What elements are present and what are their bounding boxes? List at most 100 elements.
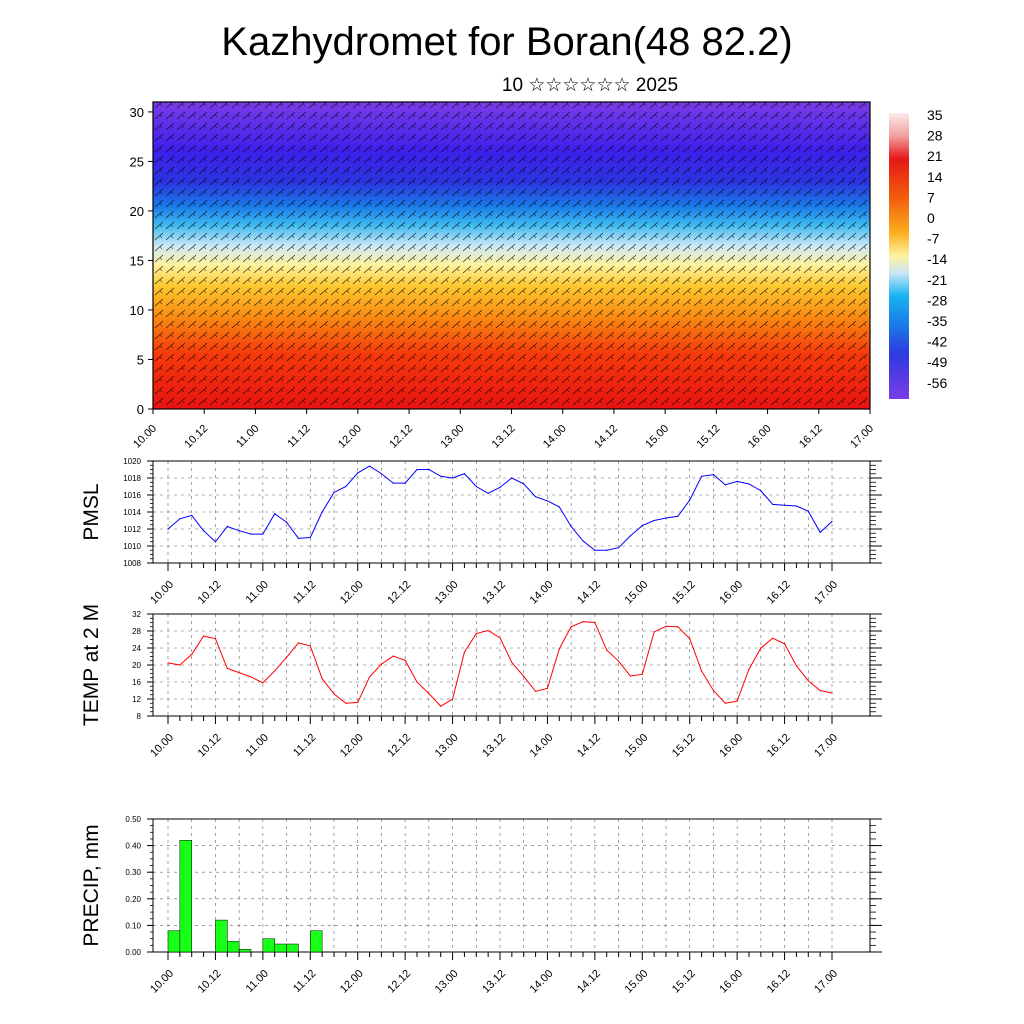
data-point bbox=[570, 626, 572, 628]
x-tick-label: 12.00 bbox=[336, 423, 364, 451]
colorbar-label: 7 bbox=[927, 189, 935, 205]
x-tick-label: 13.12 bbox=[480, 579, 508, 607]
data-point bbox=[582, 540, 584, 542]
data-point bbox=[475, 632, 477, 635]
y-axis-label: TEMP at 2 M bbox=[80, 604, 103, 726]
x-tick-label: 14.00 bbox=[528, 579, 556, 607]
data-point bbox=[297, 642, 300, 644]
x-tick-label: 10.00 bbox=[131, 423, 159, 451]
data-point bbox=[689, 499, 691, 501]
data-point bbox=[451, 698, 454, 700]
data-point bbox=[167, 662, 169, 664]
data-point bbox=[700, 475, 703, 477]
x-tick-label: 13.00 bbox=[433, 732, 461, 760]
precip-bar bbox=[310, 930, 323, 953]
y-tick-label: 8 bbox=[137, 712, 142, 721]
precip-bar bbox=[179, 840, 192, 953]
x-tick-label: 11.00 bbox=[234, 423, 261, 450]
x-tick-label: 13.12 bbox=[490, 423, 518, 451]
colorbar-label: -14 bbox=[927, 251, 947, 267]
x-tick-label: 11.12 bbox=[291, 968, 318, 995]
colorbar-label: -7 bbox=[927, 231, 940, 247]
data-point bbox=[345, 702, 347, 704]
data-point bbox=[689, 638, 691, 640]
x-tick-label: 13.12 bbox=[480, 732, 508, 760]
x-tick-label: 15.00 bbox=[622, 579, 650, 607]
x-tick-label: 11.12 bbox=[291, 579, 318, 606]
x-tick-label: 12.12 bbox=[385, 579, 413, 607]
colorbar bbox=[889, 113, 909, 399]
x-tick-label: 16.12 bbox=[765, 732, 793, 760]
precip-panel: 0.00 0.10 0.20 0.30 0.40 0.50 10.00 10.12 11.00 1… bbox=[80, 815, 882, 996]
x-tick-label: 17.00 bbox=[812, 968, 840, 996]
data-point bbox=[285, 656, 288, 658]
data-point bbox=[819, 531, 821, 534]
precip-bar bbox=[262, 938, 275, 953]
data-point bbox=[440, 705, 442, 707]
data-point bbox=[404, 659, 406, 661]
x-tick-label: 17.00 bbox=[812, 732, 840, 760]
data-point bbox=[546, 500, 549, 502]
data-point bbox=[700, 670, 703, 672]
data-point bbox=[191, 514, 193, 517]
x-tick-label: 14.00 bbox=[541, 423, 569, 451]
data-point bbox=[475, 485, 477, 488]
data-point bbox=[238, 530, 240, 532]
x-tick-label: 17.00 bbox=[812, 579, 840, 607]
x-tick-label: 15.12 bbox=[670, 732, 698, 760]
data-point bbox=[831, 692, 833, 694]
precip-bar bbox=[286, 943, 299, 953]
x-tick-label: 15.00 bbox=[622, 732, 650, 760]
data-point bbox=[392, 655, 394, 657]
y-tick-label: 0.40 bbox=[125, 842, 141, 851]
data-point bbox=[795, 505, 798, 507]
colorbar-label: -21 bbox=[927, 272, 947, 288]
data-point bbox=[558, 506, 560, 508]
x-tick-label: 11.00 bbox=[244, 579, 271, 606]
x-tick-label: 10.00 bbox=[148, 579, 176, 607]
data-point bbox=[262, 682, 264, 684]
y-tick-label: 10 bbox=[130, 303, 144, 318]
x-tick-label: 12.12 bbox=[385, 732, 413, 760]
data-point bbox=[594, 549, 596, 551]
data-point bbox=[487, 492, 489, 494]
x-tick-label: 16.12 bbox=[765, 579, 793, 607]
y-tick-label: 32 bbox=[132, 610, 141, 619]
data-point bbox=[783, 643, 786, 645]
data-point bbox=[665, 625, 667, 627]
data-point bbox=[677, 515, 679, 517]
precip-bar bbox=[227, 941, 240, 953]
x-tick-label: 15.12 bbox=[670, 579, 698, 607]
y-tick-label: 25 bbox=[130, 154, 144, 169]
y-tick-label: 1010 bbox=[123, 542, 141, 551]
x-tick-label: 12.00 bbox=[338, 732, 366, 760]
y-axis-label: PMSL bbox=[80, 483, 103, 540]
data-point bbox=[262, 533, 264, 535]
temp-panel: 8 12 16 20 24 28 32 10.00 10.12 11.00 11.12 12.00 12… bbox=[80, 604, 882, 760]
y-tick-label: 1020 bbox=[123, 457, 141, 466]
x-tick-label: 14.00 bbox=[528, 732, 556, 760]
data-point bbox=[807, 510, 809, 512]
data-point bbox=[629, 535, 632, 537]
data-point bbox=[214, 638, 217, 640]
data-point bbox=[534, 496, 537, 498]
colorbar-label: 14 bbox=[927, 169, 943, 185]
x-tick-label: 10.00 bbox=[148, 968, 176, 996]
heatmap-x-axis: 10.00 10.12 11.00 11.12 12.00 12.12 13.00 13.12… bbox=[131, 409, 876, 451]
data-point bbox=[748, 483, 750, 485]
data-point bbox=[463, 473, 466, 475]
data-point bbox=[179, 664, 181, 666]
data-point bbox=[368, 676, 371, 678]
data-point bbox=[274, 670, 276, 672]
y-tick-label: 12 bbox=[132, 695, 141, 704]
x-tick-label: 10.12 bbox=[182, 423, 210, 451]
x-tick-label: 16.12 bbox=[765, 968, 793, 996]
data-point bbox=[724, 702, 726, 704]
data-point bbox=[404, 482, 406, 484]
data-point bbox=[179, 518, 181, 520]
y-tick-label: 0.50 bbox=[125, 815, 141, 824]
data-point bbox=[416, 468, 418, 471]
x-tick-label: 16.00 bbox=[717, 579, 745, 607]
data-point bbox=[629, 675, 632, 677]
data-point bbox=[677, 626, 679, 628]
